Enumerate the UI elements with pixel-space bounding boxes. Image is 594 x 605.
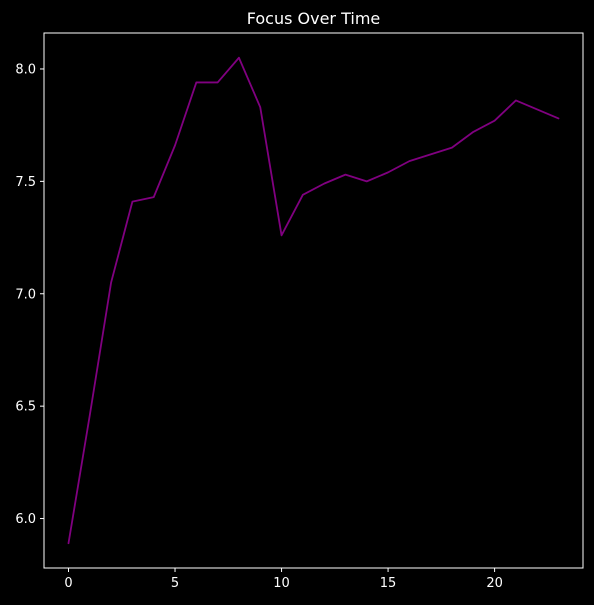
plot-frame <box>43 32 584 569</box>
y-tick-label: 6.5 <box>15 400 36 415</box>
axis-ticks: 0 5 10 15 20 6.0 6.5 7.0 7.5 8.0 <box>15 62 503 591</box>
x-tick-label: 20 <box>486 576 503 591</box>
x-tick-label: 0 <box>64 576 72 591</box>
x-tick-label: 15 <box>380 576 397 591</box>
series-line <box>67 56 560 545</box>
chart-title: Focus Over Time <box>247 9 381 28</box>
y-tick-label: 6.0 <box>15 512 36 527</box>
x-tick-label: 10 <box>273 576 290 591</box>
x-tick-label: 5 <box>171 576 179 591</box>
series-group <box>67 56 560 545</box>
y-tick-label: 8.0 <box>15 62 36 77</box>
y-tick-label: 7.5 <box>15 175 36 190</box>
axes <box>43 32 584 569</box>
y-tick-label: 7.0 <box>15 287 36 302</box>
